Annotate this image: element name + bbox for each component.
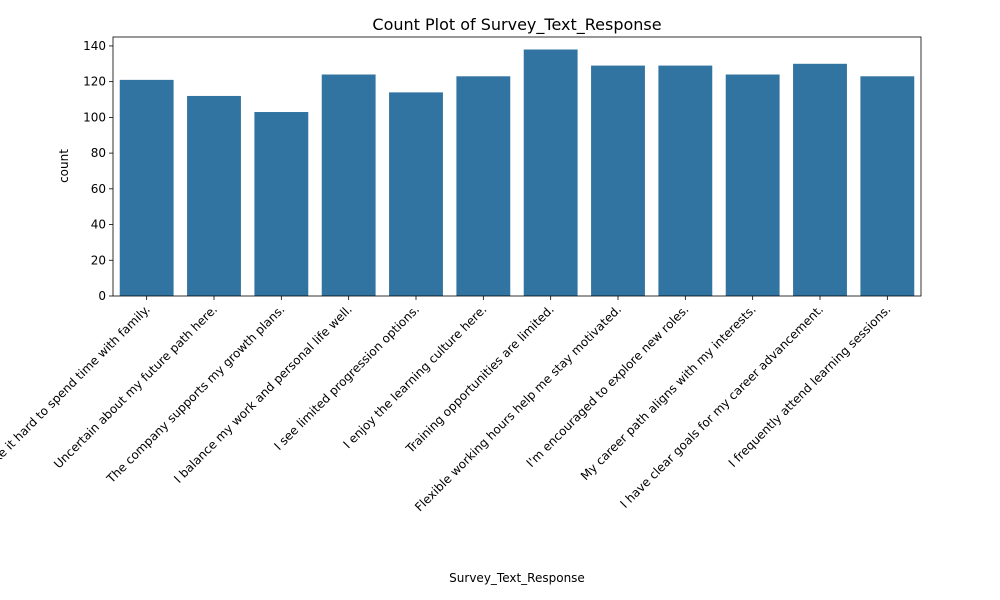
bar xyxy=(860,76,915,296)
bar xyxy=(254,112,309,296)
x-tick-label: Long hours make it hard to spend time wi… xyxy=(0,302,153,528)
bars-group xyxy=(119,49,915,297)
bar xyxy=(523,49,578,296)
x-tick-label: I enjoy the learning culture here. xyxy=(340,302,489,451)
y-tick-label: 120 xyxy=(83,75,106,89)
bar xyxy=(119,79,174,297)
x-tick-label: I see limited progression options. xyxy=(271,302,422,453)
y-axis-label: count xyxy=(57,149,71,183)
bar xyxy=(725,74,780,296)
y-tick-label: 80 xyxy=(91,146,106,160)
plot-frame xyxy=(112,36,922,297)
bar xyxy=(793,63,847,296)
bar xyxy=(187,95,241,296)
y-tick-label: 60 xyxy=(91,182,106,196)
y-tick-label: 100 xyxy=(83,110,106,124)
y-tick-label: 140 xyxy=(83,39,106,53)
chart-title: Count Plot of Survey_Text_Response xyxy=(372,15,661,35)
y-tick-label: 40 xyxy=(91,218,106,232)
bar xyxy=(389,92,443,297)
bar xyxy=(456,76,511,296)
x-axis-label: Survey_Text_Response xyxy=(449,571,585,585)
bar xyxy=(658,65,713,296)
y-tick-label: 20 xyxy=(91,253,106,267)
x-tick-label: Training opportunities are limited. xyxy=(403,302,557,456)
y-tick-label: 0 xyxy=(98,289,106,303)
bar xyxy=(591,65,645,296)
bar xyxy=(321,74,376,296)
x-axis: Long hours make it hard to spend time wi… xyxy=(0,296,893,528)
y-axis: 0 20 40 60 80 100 120 140 xyxy=(83,39,113,303)
